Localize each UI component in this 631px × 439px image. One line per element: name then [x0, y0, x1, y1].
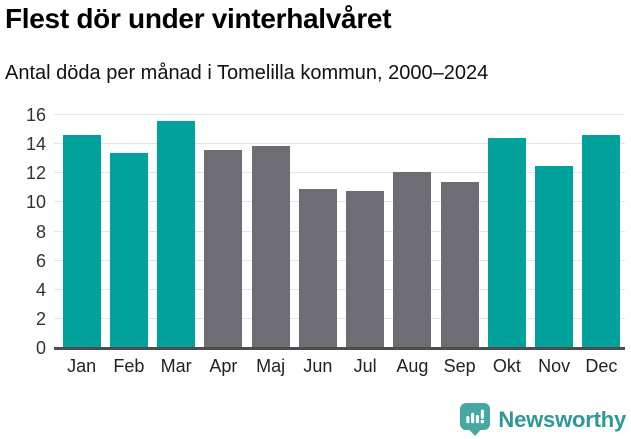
x-tick-label: Feb: [113, 356, 145, 376]
chart-subtitle: Antal döda per månad i Tomelilla kommun,…: [5, 62, 489, 84]
bar-slot: [342, 115, 389, 348]
x-tick-label: Apr: [209, 356, 238, 376]
y-axis: 0 2 4 6 8 10 12 14 16: [0, 105, 46, 358]
bar-slot: [483, 115, 530, 348]
x-tick-label: Aug: [396, 356, 429, 376]
y-tick-label: 6: [35, 250, 46, 271]
brand-name: Newsworthy: [498, 406, 626, 432]
bar-slot: [105, 115, 152, 348]
gridline: [54, 288, 625, 290]
bar-sep: [440, 182, 479, 348]
bar-slot: [294, 115, 341, 348]
bar-maj: [251, 145, 290, 348]
gridline: [54, 172, 625, 174]
newsworthy-logo: Newsworthy: [460, 403, 626, 436]
bar-slot: [247, 115, 294, 348]
y-tick-label: 16: [25, 105, 46, 125]
bar-aug: [393, 171, 432, 348]
x-tick-label: Sep: [443, 356, 476, 376]
x-axis: Jan Feb Mar Apr Maj Jun Jul Aug Sep Okt Nov Dec: [58, 356, 625, 377]
x-tick-label: Jan: [67, 356, 97, 376]
x-tick-label: Jul: [353, 356, 377, 376]
bar-apr: [204, 149, 243, 348]
chart-title: Flest dör under vinterhalvåret: [5, 3, 392, 34]
gridline: [54, 143, 625, 145]
gridline: [54, 259, 625, 261]
bar-okt: [487, 138, 526, 348]
y-tick-label: 10: [25, 192, 46, 213]
y-tick-label: 8: [35, 221, 46, 242]
y-tick-label: 14: [25, 134, 46, 155]
gridline: [54, 230, 625, 232]
y-tick-label: 12: [25, 163, 46, 184]
gridline: [54, 114, 625, 115]
bar-slot: [200, 115, 247, 348]
bar-slot: [389, 115, 436, 348]
bar-feb: [109, 152, 148, 348]
bar-dec: [582, 135, 621, 348]
y-tick-label: 2: [35, 308, 46, 329]
x-tick-label: Mar: [160, 356, 192, 376]
y-tick-label: 4: [35, 279, 46, 300]
x-axis-line: [54, 347, 625, 350]
bar-slot: [531, 115, 578, 348]
x-tick-label: Dec: [585, 356, 618, 376]
bar-mar: [157, 120, 196, 348]
x-tick-label: Maj: [256, 356, 286, 376]
bar-jun: [298, 189, 337, 348]
x-tick-label: Nov: [538, 356, 571, 376]
gridline: [54, 201, 625, 203]
bar-slot: [578, 115, 625, 348]
plot-area: [54, 114, 625, 350]
bars: [58, 115, 625, 348]
bar-nov: [535, 165, 574, 348]
x-tick-label: Okt: [492, 356, 521, 376]
bar-jan: [62, 135, 101, 348]
bar-slot: [436, 115, 483, 348]
bar-slot: [58, 115, 105, 348]
bar-jul: [346, 190, 385, 348]
x-tick-label: Jun: [303, 356, 333, 376]
bar-slot: [153, 115, 200, 348]
y-tick-label: 0: [35, 338, 46, 358]
newsworthy-bar-chart-bubble-icon: [460, 403, 491, 436]
gridline: [54, 317, 625, 319]
